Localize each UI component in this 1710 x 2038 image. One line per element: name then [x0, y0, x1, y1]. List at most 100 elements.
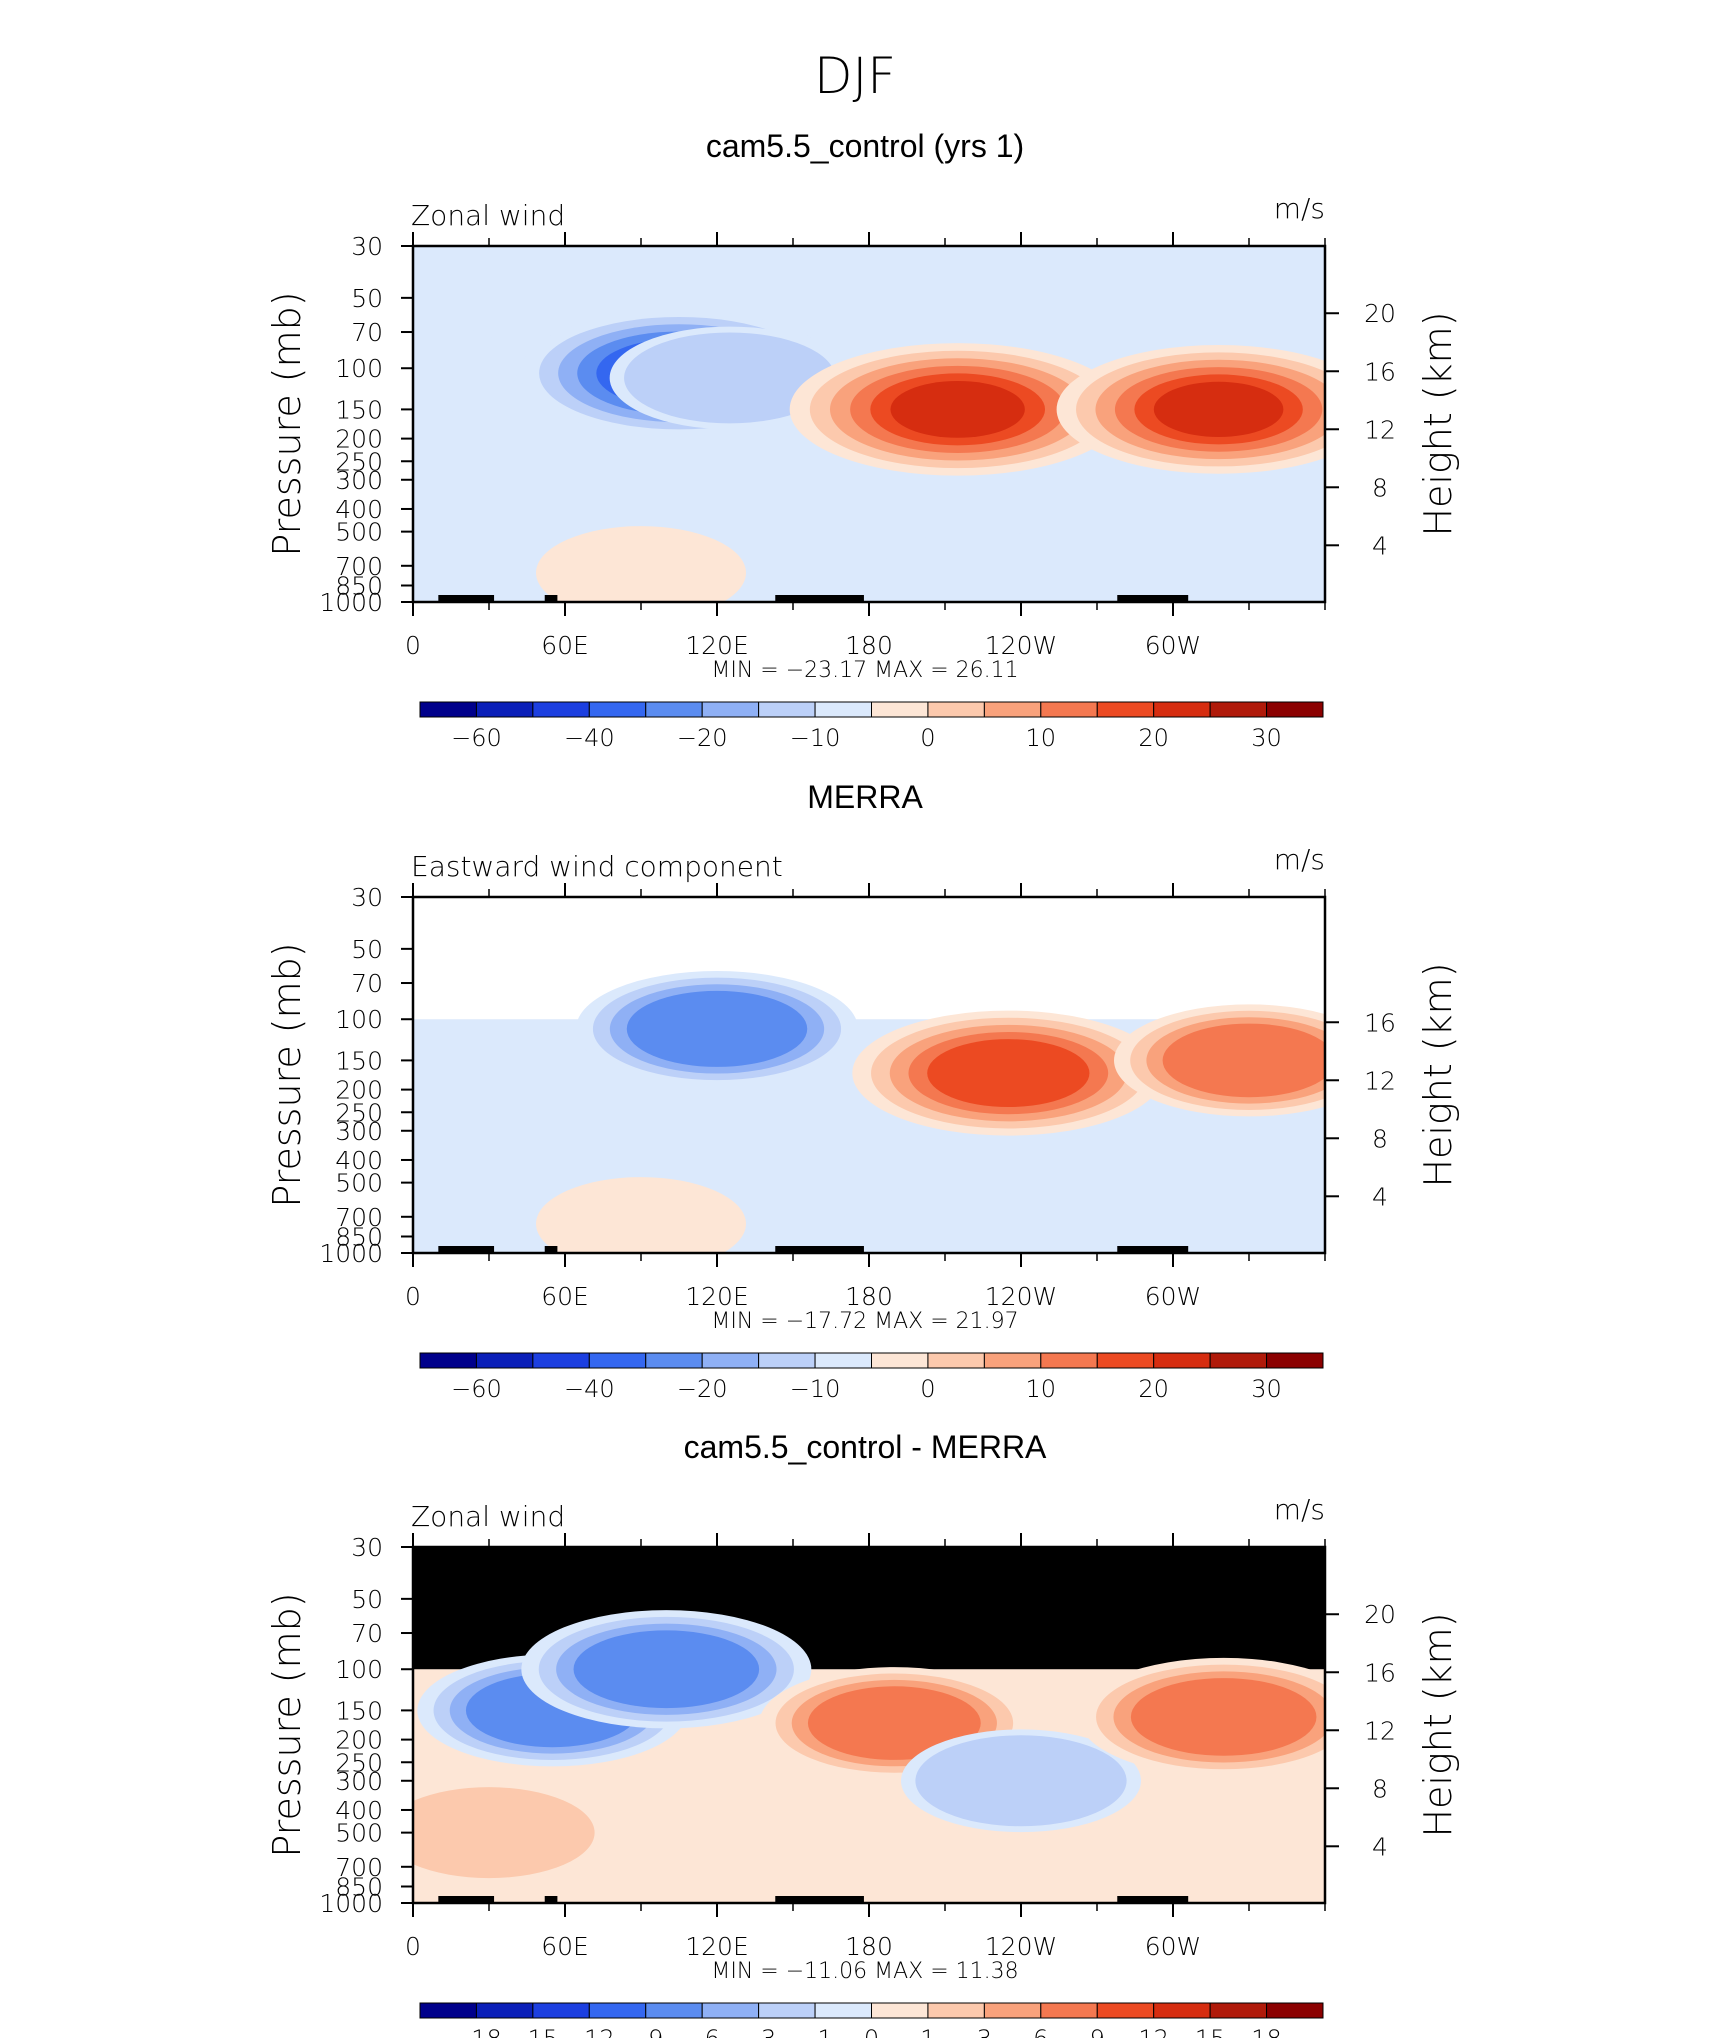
colorbar-swatch	[1096, 1352, 1155, 1369]
x-tick-label: 0	[405, 1282, 421, 1311]
colorbar-swatch	[1209, 701, 1268, 718]
colorbar: −60 −40 −20 −10 0 10 20 30	[419, 701, 1324, 752]
y2-tick-label: 12	[1364, 1066, 1396, 1095]
colorbar-label: −20	[677, 1375, 728, 1403]
x-tick-label: 120E	[685, 1282, 749, 1311]
y2-tick-label: 8	[1372, 1774, 1388, 1803]
colorbar-label: −18	[451, 2025, 502, 2038]
variable-label: Zonal wind	[411, 1500, 565, 1533]
colorbar-label: 0	[920, 1375, 935, 1403]
y2-tick-label: 12	[1364, 1716, 1396, 1745]
x-tick-label: 120W	[985, 1282, 1057, 1311]
contour-level	[536, 1177, 746, 1253]
contour-level	[927, 1039, 1090, 1108]
y-tick-label: 200	[335, 425, 383, 454]
contour-level	[840, 1183, 1050, 1253]
y2-axis-title: Height (km)	[1416, 311, 1460, 536]
colorbar-label: 15	[1195, 2025, 1226, 2038]
y-tick-label: 850	[335, 1873, 383, 1902]
topography	[775, 1246, 864, 1253]
x-tick-label: 120E	[685, 631, 749, 660]
contour-field	[413, 246, 1325, 602]
y2-tick-label: 16	[1364, 1008, 1396, 1037]
contour-level	[915, 1735, 1127, 1827]
contour-panel-1: cam5.5_control (yrs 1) Zonal wind m/s 0 60E 1…	[265, 128, 1460, 752]
units-label: m/s	[1274, 843, 1325, 876]
colorbar-label: −40	[564, 724, 615, 752]
contour-level	[536, 526, 746, 602]
y-tick-label: 400	[335, 1146, 383, 1175]
contour-level	[1162, 1023, 1325, 1098]
colorbar-swatch	[927, 1352, 985, 1369]
colorbar-label: −12	[564, 2025, 615, 2038]
colorbar-label: 10	[1026, 724, 1057, 752]
y2-tick-label: 4	[1372, 1832, 1388, 1861]
colorbar: −60 −40 −20 −10 0 10 20 30	[419, 1352, 1324, 1403]
y2-tick-label: 16	[1364, 1658, 1396, 1687]
min-max-label: MIN = −11.06 MAX = 11.38	[711, 1959, 1018, 1984]
topography	[1117, 1896, 1189, 1903]
y2-tick-label: 16	[1364, 357, 1396, 386]
x-tick-label: 60E	[541, 631, 589, 660]
colorbar-swatch	[1266, 1352, 1324, 1369]
colorbar-label: −60	[451, 724, 502, 752]
topography	[438, 1896, 495, 1903]
contour-level	[807, 1686, 981, 1760]
topography	[775, 1896, 864, 1903]
colorbar-label: 20	[1138, 724, 1169, 752]
colorbar-swatch	[758, 701, 816, 718]
x-tick-label: 0	[405, 631, 421, 660]
y-tick-label: 400	[335, 495, 383, 524]
colorbar-swatch	[871, 1352, 929, 1369]
colorbar-swatch	[1040, 2002, 1098, 2019]
panel-title: MERRA	[807, 779, 923, 815]
x-tick-label: 60E	[541, 1932, 589, 1961]
contour-level	[624, 332, 836, 424]
colorbar-swatch	[701, 2002, 760, 2019]
contour-level	[878, 530, 1088, 602]
colorbar-swatch	[419, 2002, 477, 2019]
colorbar-swatch	[701, 701, 760, 718]
y-tick-label: 200	[335, 1726, 383, 1755]
y-tick-label: 700	[335, 1853, 383, 1882]
colorbar-label: −20	[677, 724, 728, 752]
colorbar-swatch	[983, 2002, 1042, 2019]
colorbar-label: 0	[864, 2025, 879, 2038]
x-tick-label: 120W	[985, 1932, 1057, 1961]
topography	[544, 1246, 558, 1253]
units-label: m/s	[1274, 192, 1325, 225]
min-max-label: MIN = −23.17 MAX = 26.11	[711, 658, 1018, 683]
x-tick-label: 120E	[685, 1932, 749, 1961]
colorbar-swatch	[645, 2002, 703, 2019]
variable-label: Eastward wind component	[411, 850, 783, 883]
contour-level	[413, 1787, 595, 1879]
contour-panel-3: cam5.5_control - MERRA Zonal wind m/s 0 60E 1…	[265, 1429, 1460, 2038]
y2-axis-title: Height (km)	[1416, 962, 1460, 1187]
colorbar-label: −9	[628, 2025, 663, 2038]
x-tick-label: 180	[845, 1932, 893, 1961]
y-tick-label: 850	[335, 572, 383, 601]
y2-axis-title: Height (km)	[1416, 1612, 1460, 1837]
y-tick-label: 70	[351, 1619, 383, 1648]
colorbar-label: 3	[977, 2025, 992, 2038]
colorbar-swatch	[983, 701, 1042, 718]
colorbar-label: −3	[741, 2025, 776, 2038]
y-tick-label: 300	[335, 1767, 383, 1796]
x-tick-label: 60W	[1145, 1282, 1202, 1311]
y-tick-label: 70	[351, 969, 383, 998]
colorbar-swatch	[419, 701, 477, 718]
y-tick-label: 250	[335, 447, 383, 476]
units-label: m/s	[1274, 1493, 1325, 1526]
x-tick-label: 180	[845, 1282, 893, 1311]
colorbar-label: −10	[790, 1375, 841, 1403]
y-tick-label: 100	[335, 354, 383, 383]
colorbar-label: 0	[920, 724, 935, 752]
colorbar-label: −40	[564, 1375, 615, 1403]
y-tick-label: 700	[335, 1203, 383, 1232]
variable-label: Zonal wind	[411, 199, 565, 232]
contour-field	[413, 1547, 1325, 1903]
colorbar-label: 6	[1033, 2025, 1048, 2038]
colorbar-swatch	[983, 1352, 1042, 1369]
y2-tick-label: 12	[1364, 415, 1396, 444]
y-tick-label: 250	[335, 1098, 383, 1127]
